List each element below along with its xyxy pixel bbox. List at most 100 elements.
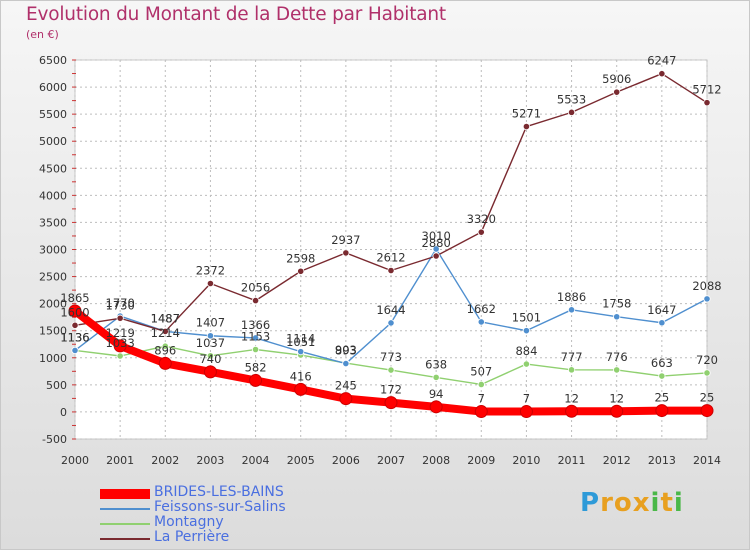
data-label: 25	[655, 391, 670, 405]
data-point	[161, 327, 169, 336]
data-label: 1886	[557, 290, 586, 304]
legend-label: La Perrière	[154, 529, 230, 545]
data-label: 7	[478, 392, 485, 406]
data-label: 1136	[60, 330, 89, 344]
x-tick-label: 2004	[242, 454, 270, 467]
data-points	[68, 70, 714, 419]
data-point	[161, 342, 169, 350]
chart-title: Evolution du Montant de la Dette par Hab…	[26, 4, 446, 25]
y-tick-label: 2500	[39, 271, 67, 284]
data-point	[567, 366, 576, 374]
data-label: 94	[429, 387, 444, 401]
data-label: 507	[470, 364, 492, 378]
y-tick-label: 2000	[39, 298, 67, 311]
x-tick-label: 2009	[467, 454, 495, 467]
legend-swatch	[100, 538, 150, 540]
data-label: 1730	[106, 298, 135, 312]
data-point	[158, 356, 172, 370]
data-point	[610, 404, 624, 418]
y-tick-label: 6500	[39, 54, 67, 67]
logo-letter: t	[660, 488, 674, 518]
data-label: 776	[606, 350, 628, 364]
logo-letter: o	[613, 488, 633, 518]
proxiti-logo: Proxiti	[580, 488, 684, 518]
line-chart: -500 0 500 1000 1500 2000 2500 3000 3500 4000 4500…	[39, 54, 722, 467]
data-label: 2598	[286, 251, 315, 265]
data-point	[203, 365, 217, 379]
data-label: 12	[564, 391, 579, 405]
data-label: 12	[609, 391, 624, 405]
x-tick-label: 2011	[558, 454, 586, 467]
data-point	[206, 352, 215, 360]
data-point	[251, 297, 260, 305]
data-label: 7	[523, 392, 530, 406]
data-point	[567, 306, 576, 314]
data-point	[251, 345, 260, 354]
data-label: 172	[380, 383, 402, 397]
y-tick-label: 0	[60, 406, 67, 419]
data-label: 1758	[602, 297, 631, 311]
x-tick-label: 2006	[332, 454, 360, 467]
data-point	[297, 267, 305, 275]
y-tick-label: 500	[46, 379, 67, 392]
data-label: 720	[696, 353, 718, 367]
data-point	[251, 334, 260, 342]
logo-letter: i	[673, 488, 684, 518]
data-label: 2612	[376, 251, 405, 265]
data-label: 1662	[467, 302, 496, 316]
x-tick-label: 2002	[151, 454, 179, 467]
data-label: 893	[335, 344, 357, 358]
data-label: 740	[199, 352, 221, 366]
data-point	[522, 360, 531, 368]
data-point	[658, 70, 666, 78]
data-label: 2088	[692, 279, 721, 293]
data-label: 1487	[151, 311, 180, 325]
data-label: 5271	[512, 107, 541, 121]
y-tick-label: 5500	[39, 108, 67, 121]
data-label: 5712	[692, 83, 721, 97]
grid	[74, 59, 708, 440]
data-point	[703, 369, 711, 377]
x-tick-label: 2003	[196, 454, 224, 467]
data-label: 1366	[241, 318, 270, 332]
data-label: 3010	[422, 229, 451, 243]
data-point	[700, 404, 714, 418]
x-tick-label: 2007	[377, 454, 405, 467]
data-point	[387, 266, 395, 275]
logo-letter: x	[632, 488, 651, 518]
data-point	[342, 359, 350, 368]
data-point	[567, 108, 576, 116]
data-label: 1037	[196, 336, 225, 350]
data-point	[432, 373, 440, 381]
x-tick-label: 2008	[422, 454, 450, 467]
legend-swatch	[100, 523, 150, 525]
data-point	[206, 279, 215, 288]
legend-swatch	[100, 489, 150, 499]
data-label: 5906	[602, 72, 631, 86]
data-label: 416	[290, 369, 312, 383]
data-point	[71, 321, 79, 329]
y-tick-label: 4500	[39, 162, 67, 175]
y-tick-label: 5000	[39, 135, 67, 148]
data-point	[429, 400, 443, 414]
data-label: 3320	[467, 212, 496, 226]
data-label: 6247	[647, 54, 676, 68]
data-label: 1153	[241, 330, 270, 344]
x-axis: 2000 2001 2002 2003 2004 2005 2006 2007 2008 2009…	[61, 454, 721, 467]
data-point	[519, 405, 533, 419]
data-label: 5533	[557, 92, 586, 106]
data-point	[116, 314, 124, 322]
data-point	[655, 404, 669, 418]
data-label: 1136	[60, 330, 89, 344]
data-point	[294, 382, 308, 396]
data-point	[658, 372, 666, 380]
data-label: 1501	[512, 311, 541, 325]
data-label: 903	[335, 343, 357, 357]
y-tick-label: 1000	[39, 352, 67, 365]
data-label: 245	[335, 379, 357, 393]
chart-unit: (en €)	[26, 28, 59, 41]
data-label: 1770	[106, 296, 135, 310]
data-label: 2880	[422, 236, 451, 250]
x-tick-label: 2005	[287, 454, 315, 467]
x-tick-label: 2014	[693, 454, 721, 467]
